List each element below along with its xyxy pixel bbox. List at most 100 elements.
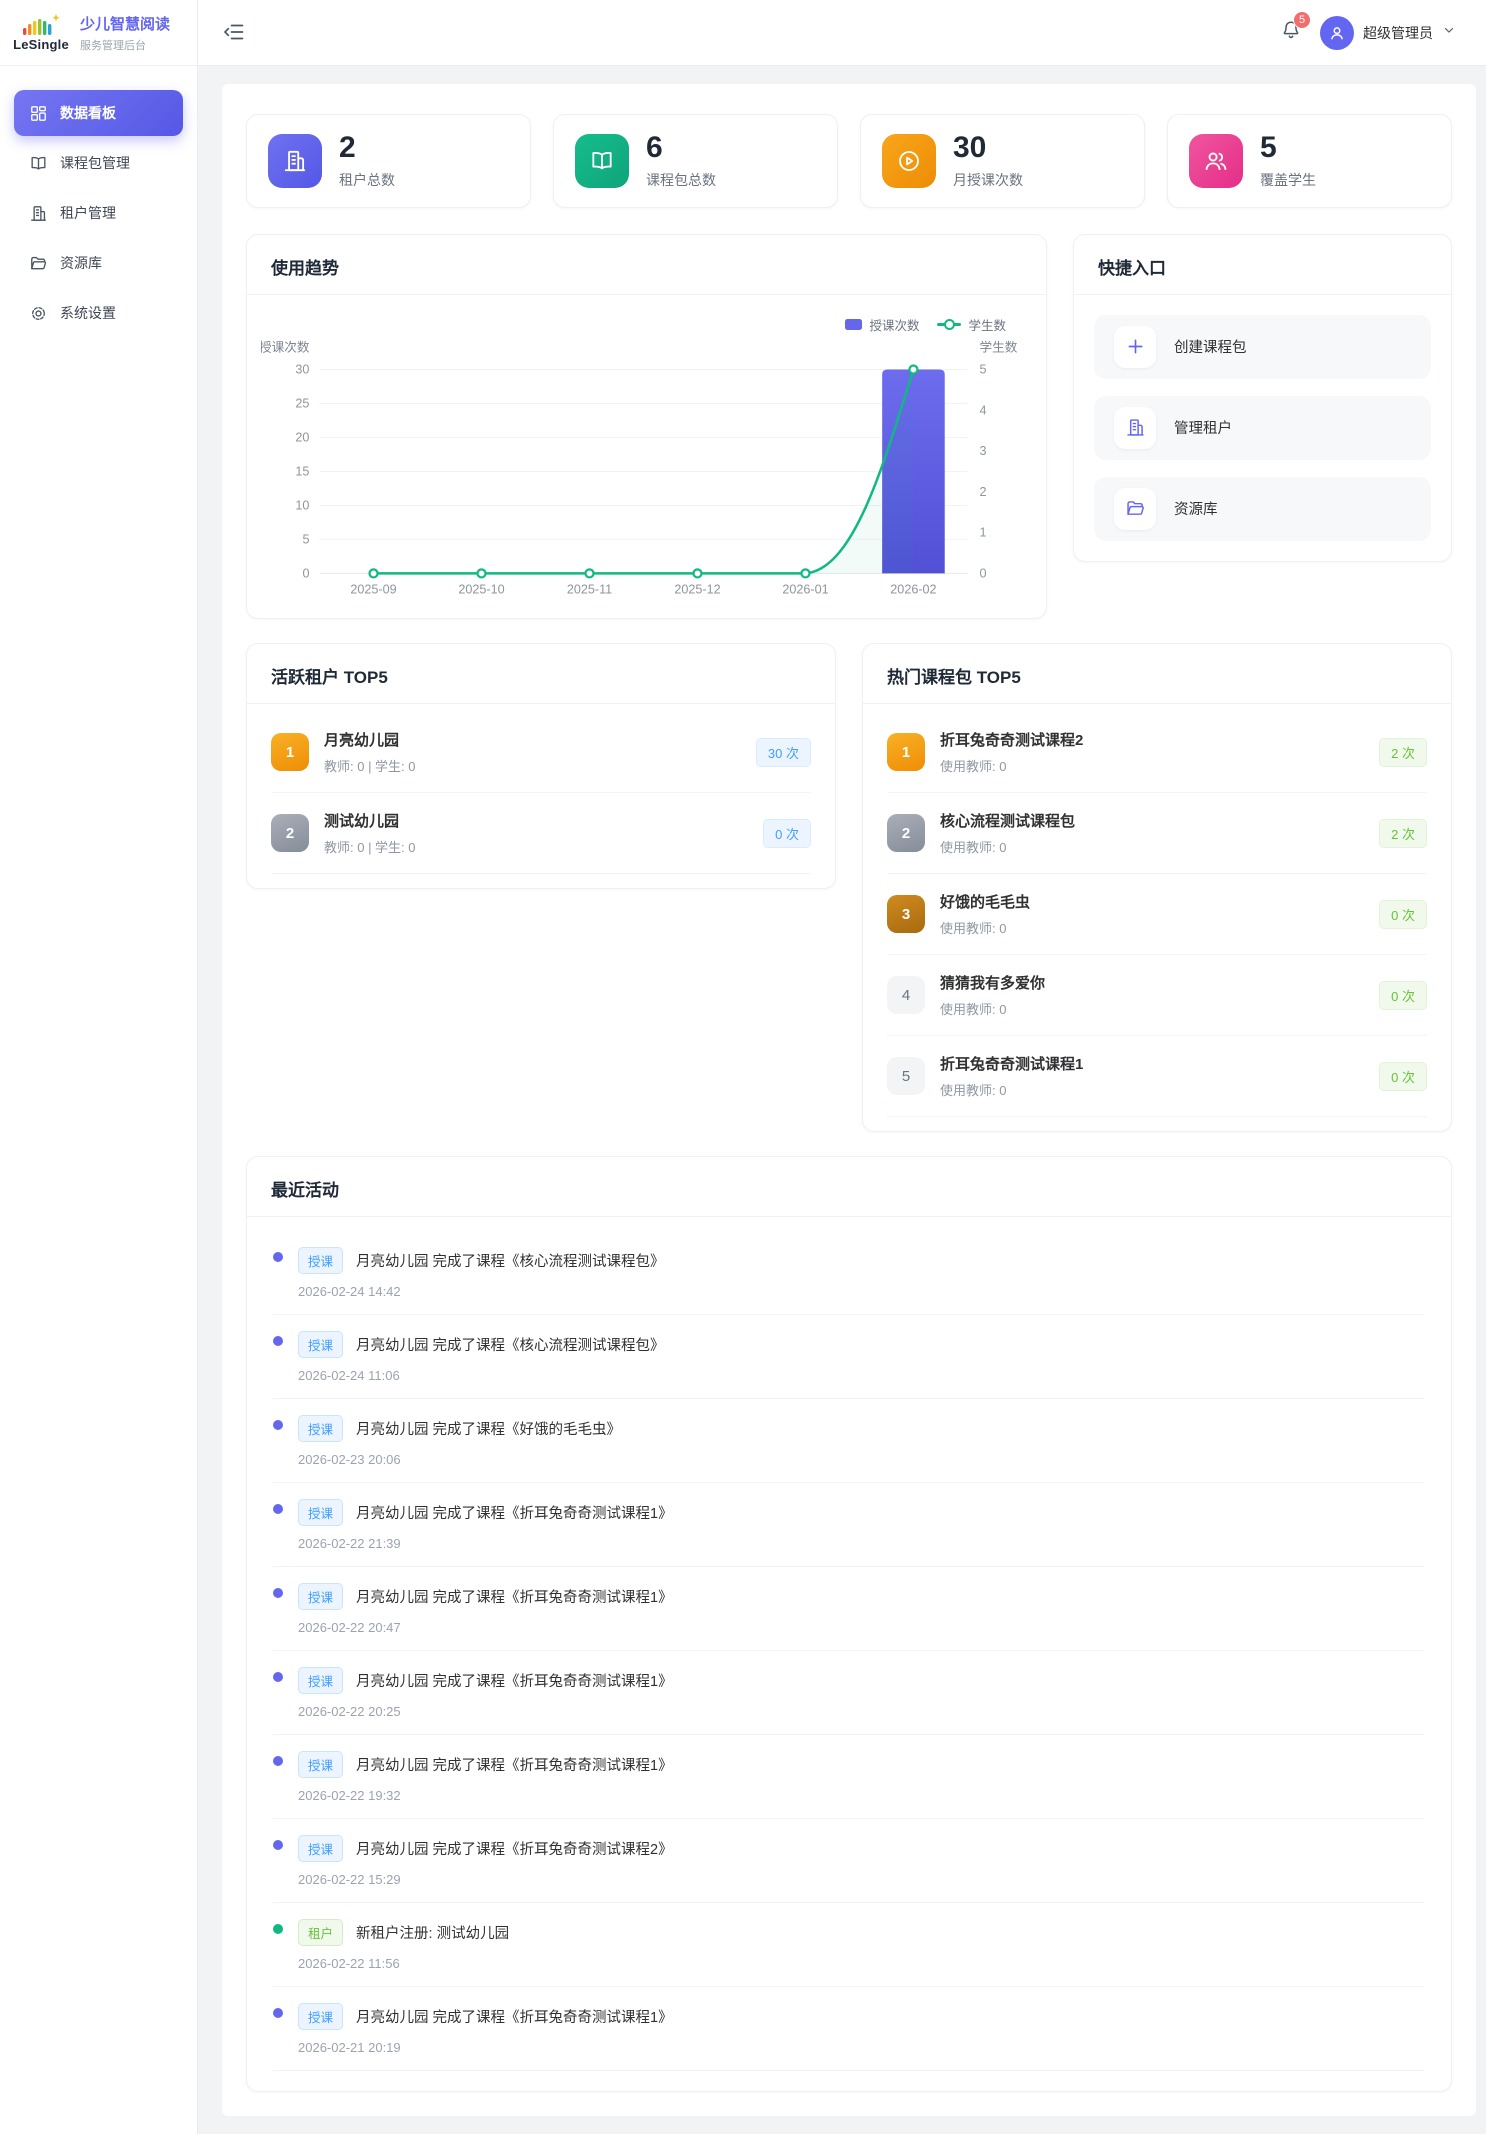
quick-entry-icon <box>1114 406 1156 449</box>
course-name: 好饿的毛毛虫 <box>940 894 1031 912</box>
sidebar-item-label: 课程包管理 <box>60 155 130 171</box>
activity-text: 月亮幼儿园 完成了课程《折耳兔奇奇测试课程2》 <box>356 1842 673 1859</box>
svg-text:5: 5 <box>302 532 309 546</box>
activity-text: 月亮幼儿园 完成了课程《核心流程测试课程包》 <box>356 1254 665 1271</box>
gear-icon <box>32 306 45 320</box>
quick-entry-title: 快捷入口 <box>1074 235 1451 295</box>
bar-legend-label: 授课次数 <box>869 318 920 333</box>
activity-row: 授课 月亮幼儿园 完成了课程《折耳兔奇奇测试课程1》 2026-02-22 19… <box>273 1735 1425 1820</box>
activity-dot <box>273 1588 283 1599</box>
sidebar-item[interactable]: 课程包管理 <box>14 140 183 186</box>
folder-icon <box>31 256 47 269</box>
quick-entry-item[interactable]: 创建课程包 <box>1094 314 1431 379</box>
activity-dot <box>273 1756 283 1767</box>
tenant-count-pill: 0 次 <box>763 818 811 848</box>
notification-bell-button[interactable]: 5 <box>1280 11 1311 46</box>
quick-entry-label: 创建课程包 <box>1174 340 1247 356</box>
tenant-count-pill: 30 次 <box>755 737 811 767</box>
trend-title: 使用趋势 <box>247 235 1046 295</box>
quick-entry-item[interactable]: 资源库 <box>1094 476 1431 541</box>
course-meta: 使用教师: 0 <box>940 840 1007 856</box>
svg-text:25: 25 <box>295 396 309 410</box>
quick-entry-label: 资源库 <box>1174 502 1218 518</box>
activity-row: 授课 月亮幼儿园 完成了课程《折耳兔奇奇测试课程1》 2026-02-22 20… <box>273 1567 1425 1652</box>
activity-text: 月亮幼儿园 完成了课程《折耳兔奇奇测试课程1》 <box>356 1674 673 1691</box>
activity-type-tag: 授课 <box>298 1415 344 1443</box>
course-name: 折耳兔奇奇测试课程2 <box>940 732 1084 750</box>
course-count-pill: 0 次 <box>1379 899 1427 929</box>
activity-timestamp: 2026-02-23 20:06 <box>298 1452 401 1468</box>
rank-badge: 2 <box>887 814 925 853</box>
folder-icon <box>1126 501 1144 515</box>
plus-icon <box>1128 339 1142 354</box>
stat-card: 5 覆盖学生 <box>1167 114 1452 208</box>
stat-value: 6 <box>646 131 663 164</box>
course-count-pill: 0 次 <box>1379 1061 1427 1091</box>
course-meta: 使用教师: 0 <box>940 1083 1007 1099</box>
svg-text:2025-11: 2025-11 <box>567 582 612 596</box>
activity-timestamp: 2026-02-22 21:39 <box>298 1536 401 1552</box>
svg-text:2025-12: 2025-12 <box>674 582 720 596</box>
sidebar: LeSingle 少儿智慧阅读 服务管理后台 数据看板 <box>0 0 198 2134</box>
activity-type-tag: 租户 <box>298 1919 344 1947</box>
brand-subtitle: 服务管理后台 <box>80 39 146 52</box>
activity-timestamp: 2026-02-24 11:06 <box>298 1368 400 1384</box>
sidebar-item[interactable]: 资源库 <box>14 240 183 286</box>
quick-entry-item[interactable]: 管理租户 <box>1094 395 1431 460</box>
svg-text:授课次数: 授课次数 <box>261 340 310 354</box>
stat-card: 6 课程包总数 <box>553 114 838 208</box>
logo-bars-icon: LeSingle <box>12 13 70 52</box>
tenant-row: 1 月亮幼儿园 教师: 0 | 学生: 0 30 次 <box>271 712 811 794</box>
activity-type-tag: 授课 <box>298 1499 344 1527</box>
svg-text:1: 1 <box>980 525 987 539</box>
activities-card: 最近活动 授课 月亮幼儿园 完成了课程《核心流程测试课程包》 2026-02-2… <box>246 1156 1452 2093</box>
trend-chart: 授课次数 学生数 <box>247 295 1046 619</box>
topbar: 5 超级管理员 <box>198 0 1486 66</box>
sidebar-item-label: 数据看板 <box>60 105 116 121</box>
sidebar-item[interactable]: 数据看板 <box>14 90 183 136</box>
activity-dot <box>273 1252 283 1263</box>
trend-card: 使用趋势 授课次数 学生数 <box>246 233 1047 620</box>
activity-row: 授课 月亮幼儿园 完成了课程《折耳兔奇奇测试课程1》 2026-02-22 20… <box>273 1651 1425 1736</box>
legend-item-bar[interactable]: 授课次数 <box>845 315 919 334</box>
activity-timestamp: 2026-02-22 20:25 <box>298 1704 401 1720</box>
avatar <box>1320 15 1354 50</box>
activity-dot <box>273 1420 283 1431</box>
line-legend-marker <box>937 319 962 330</box>
sidebar-collapse-button[interactable] <box>222 20 248 46</box>
building-icon <box>31 205 46 221</box>
quick-entry-list: 创建课程包 管理租户 <box>1074 295 1451 561</box>
activity-type-tag: 授课 <box>298 1751 344 1779</box>
activity-row: 授课 月亮幼儿园 完成了课程《折耳兔奇奇测试课程1》 2026-02-21 20… <box>273 1987 1425 2072</box>
tenant-meta: 教师: 0 | 学生: 0 <box>324 759 416 775</box>
sidebar-item[interactable]: 系统设置 <box>14 290 183 336</box>
users-icon <box>1205 152 1227 170</box>
course-meta: 使用教师: 0 <box>940 1002 1007 1018</box>
activity-text: 月亮幼儿园 完成了课程《折耳兔奇奇测试课程1》 <box>356 1758 673 1775</box>
stat-icon <box>1189 133 1243 188</box>
tenant-name: 月亮幼儿园 <box>324 732 400 750</box>
building-icon <box>284 150 306 171</box>
svg-text:30: 30 <box>295 362 309 376</box>
activity-type-tag: 授课 <box>298 1667 344 1695</box>
svg-text:3: 3 <box>980 444 987 458</box>
row-trend-quick: 使用趋势 授课次数 学生数 <box>246 233 1452 620</box>
user-menu[interactable]: 超级管理员 <box>1320 15 1456 50</box>
activity-row: 授课 月亮幼儿园 完成了课程《折耳兔奇奇测试课程2》 2026-02-22 15… <box>273 1819 1425 1904</box>
stat-label: 月授课次数 <box>953 171 1023 188</box>
activity-dot <box>273 1840 283 1851</box>
svg-text:学生数: 学生数 <box>980 339 1018 354</box>
activity-type-tag: 授课 <box>298 1835 344 1863</box>
tenant-row: 2 测试幼儿园 教师: 0 | 学生: 0 0 次 <box>271 793 811 875</box>
rank-badge: 4 <box>887 976 925 1015</box>
activity-timestamp: 2026-02-22 15:29 <box>298 1872 401 1888</box>
sidebar-item[interactable]: 租户管理 <box>14 190 183 236</box>
activity-timestamp: 2026-02-24 14:42 <box>298 1284 401 1300</box>
legend-item-line[interactable]: 学生数 <box>937 315 1006 334</box>
stat-icon <box>882 133 936 188</box>
activity-timestamp: 2026-02-22 20:47 <box>298 1620 401 1636</box>
course-row: 5 折耳兔奇奇测试课程1 使用教师: 0 0 次 <box>887 1036 1427 1118</box>
sidebar-item-label: 系统设置 <box>60 305 116 321</box>
collapse-icon <box>224 24 244 39</box>
